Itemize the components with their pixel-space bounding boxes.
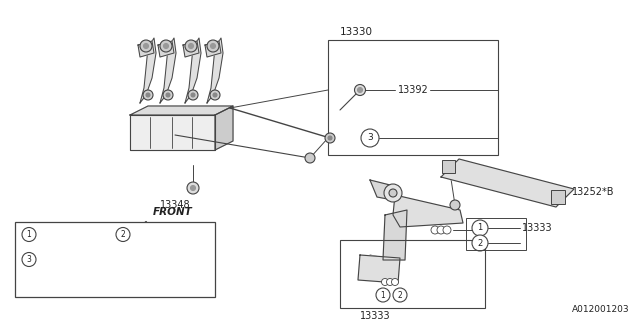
Circle shape [191,186,195,190]
Text: FRONT: FRONT [153,207,193,217]
Circle shape [384,184,402,202]
Text: 13252*B: 13252*B [572,187,614,197]
Polygon shape [130,106,233,115]
Text: 2: 2 [120,230,125,239]
Circle shape [472,235,488,251]
Circle shape [160,40,172,52]
Circle shape [22,228,36,242]
Circle shape [305,153,315,163]
Circle shape [387,278,394,285]
Circle shape [163,90,173,100]
Circle shape [188,90,198,100]
Text: 13348: 13348 [160,200,190,210]
Circle shape [210,90,220,100]
Text: 1: 1 [27,230,31,239]
Circle shape [207,40,219,52]
Circle shape [361,129,379,147]
Polygon shape [130,115,215,150]
Text: 13234: 13234 [135,230,163,239]
Bar [15,222,215,297]
Bar [340,240,485,308]
Polygon shape [205,41,221,57]
Text: C0062: C0062 [41,230,70,239]
Circle shape [450,200,460,210]
Circle shape [146,93,150,97]
Polygon shape [138,41,154,57]
Text: 13392  (-'08MY0704): 13392 (-'08MY0704) [41,255,129,264]
Text: 2: 2 [397,291,403,300]
Text: 13333: 13333 [360,311,390,320]
Bar [551,190,565,204]
Circle shape [166,93,170,97]
Circle shape [355,84,365,95]
Circle shape [389,189,397,197]
Text: 13392: 13392 [398,85,429,95]
Text: A012001203: A012001203 [572,306,630,315]
Polygon shape [441,159,574,207]
Circle shape [431,226,439,234]
Text: 1: 1 [381,291,385,300]
Text: 2: 2 [477,238,483,247]
Circle shape [143,44,148,49]
Text: A2087B('08MY0704->): A2087B('08MY0704->) [41,280,136,289]
Circle shape [22,252,36,267]
Circle shape [381,278,388,285]
Circle shape [328,136,332,140]
Polygon shape [140,38,156,103]
Bar [466,218,526,250]
Text: 1: 1 [477,223,483,233]
Polygon shape [393,195,463,227]
Text: 13333: 13333 [522,223,552,233]
Polygon shape [215,106,233,150]
Circle shape [393,288,407,302]
Circle shape [116,228,130,242]
Polygon shape [158,41,174,57]
Circle shape [376,288,390,302]
Circle shape [437,226,445,234]
Bar [442,160,455,173]
Text: 3: 3 [27,255,31,264]
Circle shape [163,44,168,49]
Text: 3: 3 [367,133,373,142]
Polygon shape [358,255,400,283]
Circle shape [191,93,195,97]
Circle shape [392,278,399,285]
Polygon shape [207,38,223,103]
Polygon shape [370,180,393,200]
Circle shape [358,87,362,92]
Polygon shape [183,41,199,57]
Circle shape [472,220,488,236]
Circle shape [325,133,335,143]
Bar [328,40,498,155]
Polygon shape [383,210,407,260]
Circle shape [189,44,193,49]
Circle shape [143,90,153,100]
Circle shape [185,40,197,52]
Polygon shape [160,38,176,103]
Text: 13330: 13330 [340,27,373,37]
Circle shape [213,93,217,97]
Circle shape [211,44,216,49]
Circle shape [443,226,451,234]
Polygon shape [185,38,201,103]
Circle shape [187,182,199,194]
Circle shape [140,40,152,52]
